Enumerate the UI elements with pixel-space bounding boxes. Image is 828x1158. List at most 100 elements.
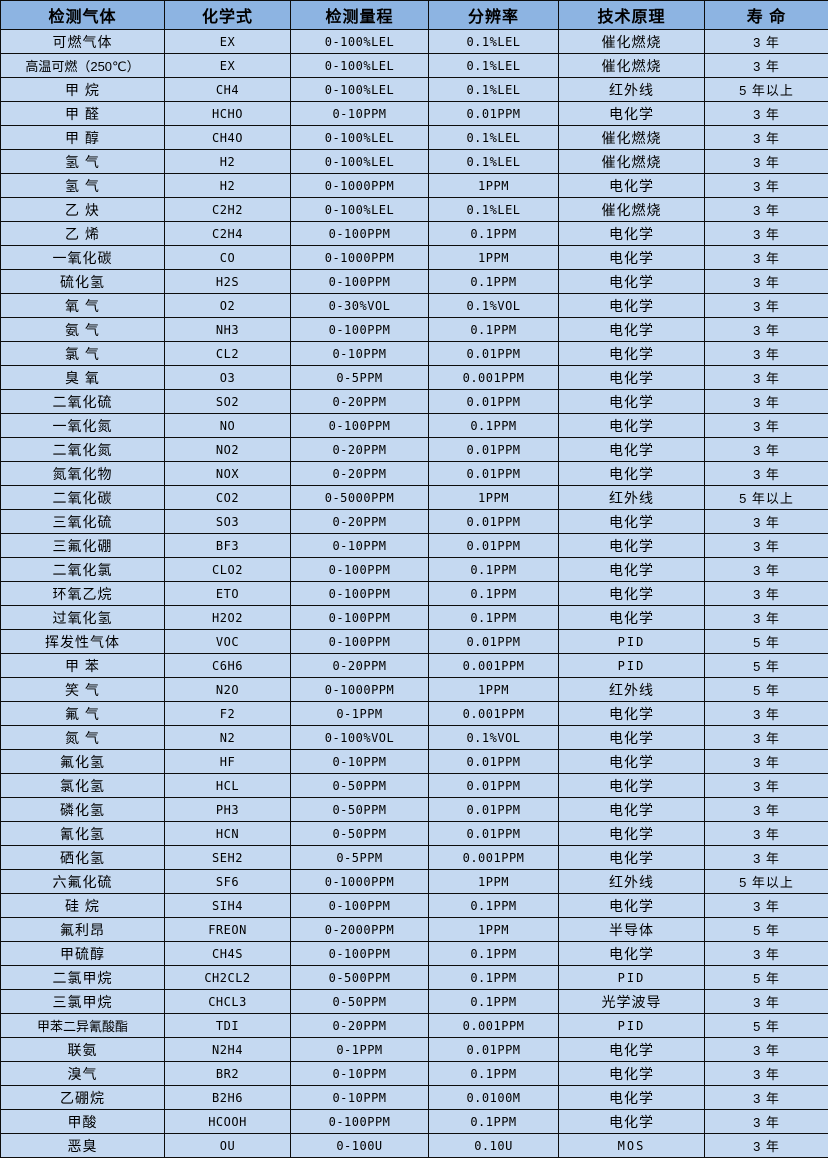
cell-gas: 溴气 xyxy=(1,1062,165,1086)
cell-gas: 硅 烷 xyxy=(1,894,165,918)
cell-lifetime: 3 年 xyxy=(705,1110,828,1134)
cell-resolution: 0.1%LEL xyxy=(429,150,559,174)
cell-formula: HCHO xyxy=(165,102,291,126)
cell-gas: 六氟化硫 xyxy=(1,870,165,894)
cell-lifetime: 3 年 xyxy=(705,942,828,966)
cell-gas: 氟利昂 xyxy=(1,918,165,942)
cell-resolution: 1PPM xyxy=(429,918,559,942)
cell-lifetime: 5 年 xyxy=(705,966,828,990)
cell-technology: 电化学 xyxy=(559,414,705,438)
cell-formula: HF xyxy=(165,750,291,774)
cell-formula: CLO2 xyxy=(165,558,291,582)
cell-range: 0-100PPM xyxy=(291,582,429,606)
cell-lifetime: 3 年 xyxy=(705,414,828,438)
cell-technology: MOS xyxy=(559,1134,705,1158)
cell-technology: 电化学 xyxy=(559,222,705,246)
cell-gas: 高温可燃（250℃） xyxy=(1,54,165,78)
cell-range: 0-100PPM xyxy=(291,558,429,582)
cell-gas: 氨 气 xyxy=(1,318,165,342)
cell-resolution: 0.01PPM xyxy=(429,798,559,822)
column-header-technology: 技术原理 xyxy=(559,1,705,30)
cell-range: 0-100PPM xyxy=(291,894,429,918)
cell-resolution: 0.001PPM xyxy=(429,1014,559,1038)
cell-resolution: 0.10U xyxy=(429,1134,559,1158)
cell-formula: NO xyxy=(165,414,291,438)
cell-technology: 催化燃烧 xyxy=(559,30,705,54)
cell-lifetime: 3 年 xyxy=(705,30,828,54)
cell-lifetime: 3 年 xyxy=(705,582,828,606)
cell-resolution: 0.01PPM xyxy=(429,750,559,774)
cell-lifetime: 5 年以上 xyxy=(705,78,828,102)
cell-formula: N2H4 xyxy=(165,1038,291,1062)
cell-gas: 乙硼烷 xyxy=(1,1086,165,1110)
cell-technology: 电化学 xyxy=(559,1038,705,1062)
cell-formula: ETO xyxy=(165,582,291,606)
cell-gas: 笑 气 xyxy=(1,678,165,702)
cell-technology: 红外线 xyxy=(559,678,705,702)
cell-range: 0-100PPM xyxy=(291,630,429,654)
cell-gas: 一氧化氮 xyxy=(1,414,165,438)
cell-technology: 电化学 xyxy=(559,894,705,918)
cell-technology: 催化燃烧 xyxy=(559,198,705,222)
cell-formula: CL2 xyxy=(165,342,291,366)
cell-technology: 电化学 xyxy=(559,942,705,966)
cell-range: 0-100PPM xyxy=(291,942,429,966)
cell-range: 0-30%VOL xyxy=(291,294,429,318)
cell-formula: NOX xyxy=(165,462,291,486)
cell-lifetime: 3 年 xyxy=(705,462,828,486)
cell-gas: 硒化氢 xyxy=(1,846,165,870)
cell-formula: CO2 xyxy=(165,486,291,510)
cell-technology: 电化学 xyxy=(559,1086,705,1110)
cell-formula: H2S xyxy=(165,270,291,294)
cell-technology: 电化学 xyxy=(559,558,705,582)
cell-lifetime: 3 年 xyxy=(705,558,828,582)
cell-range: 0-5PPM xyxy=(291,846,429,870)
cell-gas: 甲苯二异氰酸酯 xyxy=(1,1014,165,1038)
cell-formula: O2 xyxy=(165,294,291,318)
cell-gas: 氮 气 xyxy=(1,726,165,750)
cell-technology: 催化燃烧 xyxy=(559,54,705,78)
cell-lifetime: 3 年 xyxy=(705,246,828,270)
cell-technology: 电化学 xyxy=(559,534,705,558)
cell-range: 0-20PPM xyxy=(291,654,429,678)
column-header-lifetime: 寿 命 xyxy=(705,1,828,30)
cell-lifetime: 3 年 xyxy=(705,318,828,342)
cell-gas: 氯化氢 xyxy=(1,774,165,798)
cell-formula: OU xyxy=(165,1134,291,1158)
cell-gas: 恶臭 xyxy=(1,1134,165,1158)
cell-technology: 电化学 xyxy=(559,846,705,870)
cell-range: 0-50PPM xyxy=(291,774,429,798)
cell-formula: F2 xyxy=(165,702,291,726)
cell-technology: 电化学 xyxy=(559,510,705,534)
cell-gas: 甲 苯 xyxy=(1,654,165,678)
cell-resolution: 0.1PPM xyxy=(429,990,559,1014)
header-row: 检测气体 化学式 检测量程 分辨率 技术原理 寿 命 xyxy=(1,1,828,30)
cell-lifetime: 3 年 xyxy=(705,1134,828,1158)
cell-range: 0-100%LEL xyxy=(291,150,429,174)
cell-resolution: 0.1%VOL xyxy=(429,726,559,750)
column-header-gas: 检测气体 xyxy=(1,1,165,30)
cell-resolution: 0.1PPM xyxy=(429,558,559,582)
cell-range: 0-100U xyxy=(291,1134,429,1158)
cell-resolution: 0.01PPM xyxy=(429,774,559,798)
cell-formula: BF3 xyxy=(165,534,291,558)
cell-gas: 二氧化碳 xyxy=(1,486,165,510)
cell-technology: 电化学 xyxy=(559,606,705,630)
cell-technology: 电化学 xyxy=(559,750,705,774)
cell-gas: 硫化氢 xyxy=(1,270,165,294)
